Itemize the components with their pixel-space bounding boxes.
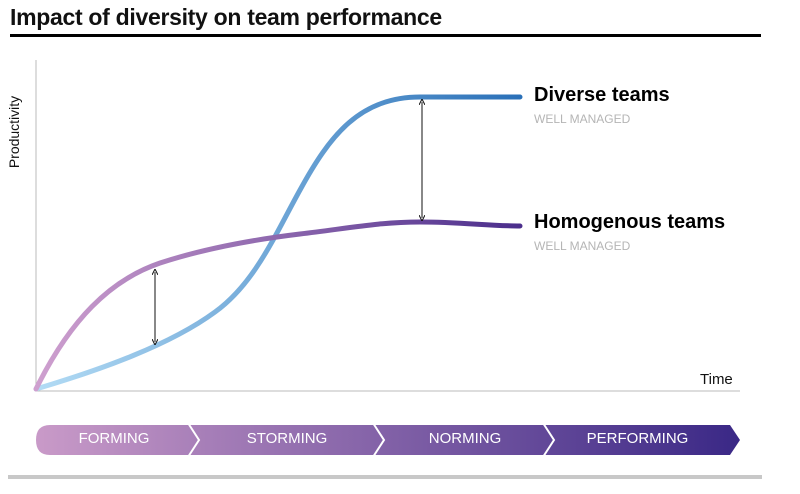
stage-norming: NORMING (428, 430, 502, 447)
x-axis-label: Time (700, 371, 733, 388)
stage-bar (36, 425, 740, 455)
title-rule (10, 34, 761, 37)
homogenous-teams-subtitle: WELL MANAGED (534, 239, 631, 253)
homogenous-teams-label: Homogenous teams (534, 211, 726, 233)
stage-separator (187, 422, 201, 458)
stage-forming: FORMING (78, 430, 150, 447)
stage-performing: PERFORMING (586, 430, 689, 447)
homogenous-teams-curve (33, 219, 523, 392)
stage-separator (372, 422, 386, 458)
diverse-teams-label: Diverse teams (534, 84, 670, 106)
bottom-rule (8, 475, 762, 479)
page-title: Impact of diversity on team performance (10, 4, 442, 30)
diverse-teams-curve (33, 94, 523, 392)
y-axis-label: Productivity (6, 95, 23, 169)
stage-separator (542, 422, 556, 458)
diverse-teams-subtitle: WELL MANAGED (534, 112, 631, 126)
stage-storming: STORMING (246, 430, 328, 447)
